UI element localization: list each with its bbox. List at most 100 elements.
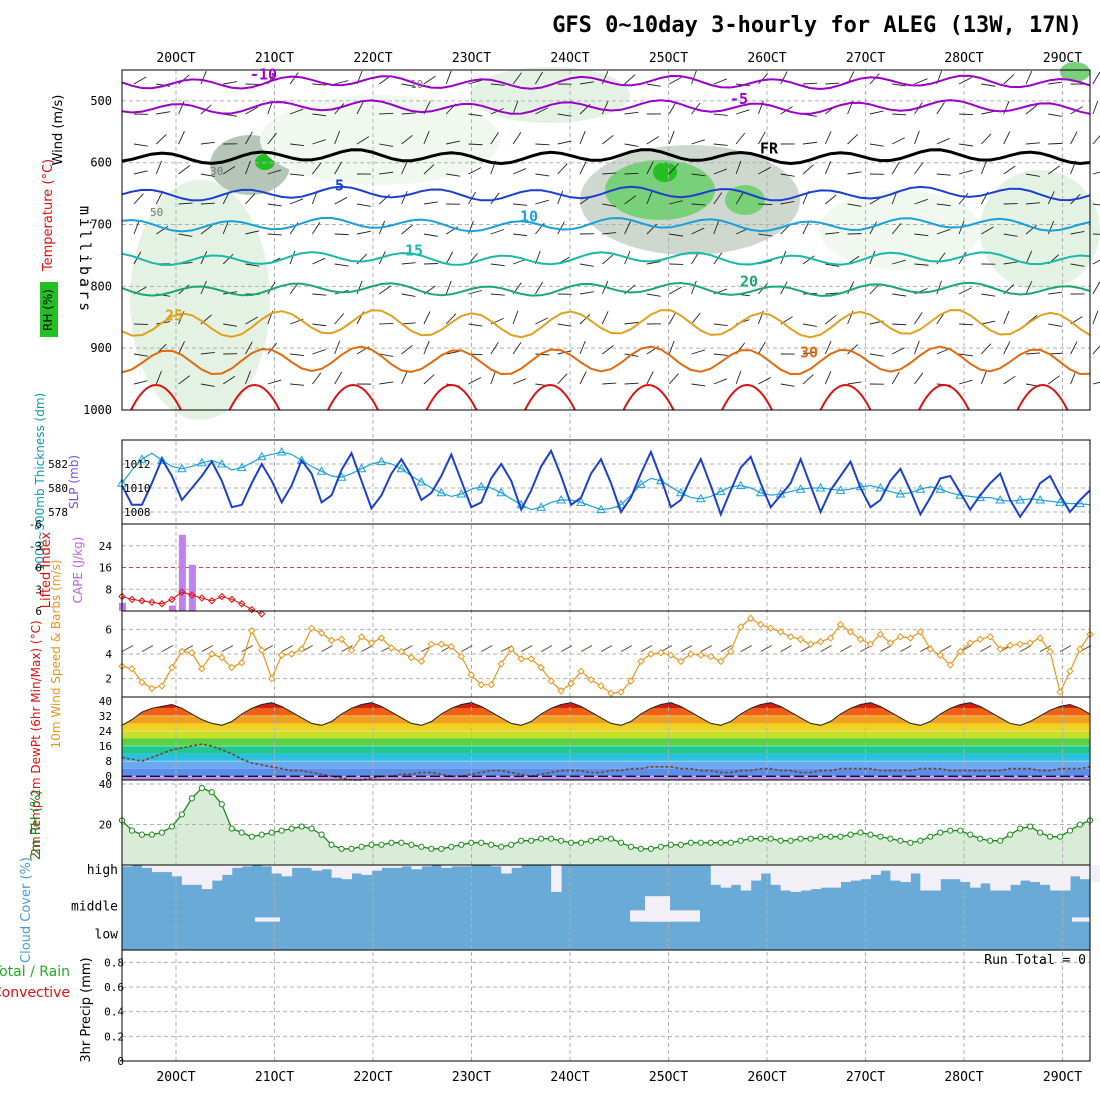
x-tick-label-bottom: 22OCT: [353, 1070, 392, 1085]
wind-barb: [513, 233, 528, 237]
wind-barb: [713, 168, 728, 175]
rh-point: [837, 833, 844, 840]
wind-barb: [802, 351, 817, 355]
wind-speed-point: [198, 665, 206, 673]
high-cloud-clear: [421, 865, 432, 867]
rh-point: [438, 845, 445, 852]
wind-barb: [892, 259, 906, 265]
wind-barb: [1025, 142, 1040, 145]
temp-tick-label: 0: [105, 770, 112, 783]
lifted-index-point: [258, 610, 266, 618]
wind-barb: [869, 73, 880, 85]
thickness-point: [576, 497, 586, 506]
lifted-index-point: [178, 588, 186, 596]
rh-point: [188, 795, 195, 802]
high-cloud-clear: [960, 865, 971, 882]
temp-tick-label: 16: [99, 740, 112, 753]
wind-barb: [691, 312, 701, 325]
wind-speed-point: [587, 676, 595, 684]
wind-barb: [713, 378, 727, 385]
wind-barb: [290, 173, 305, 176]
wind-speed-point: [238, 658, 246, 667]
rh-contour-label: 10: [410, 78, 423, 91]
lifted-index-point: [128, 595, 136, 604]
high-cloud-clear: [1000, 865, 1011, 891]
rh-point: [278, 827, 285, 834]
wind-speed-point: [677, 657, 685, 666]
wind-barb: [936, 280, 943, 295]
wind-speed-point: [527, 655, 535, 663]
high-cloud-clear: [740, 865, 752, 891]
wind-speed-point: [1016, 640, 1024, 648]
x-tick-label-bottom: 23OCT: [452, 1070, 491, 1085]
wind-barb: [401, 344, 413, 355]
high-cloud-clear: [151, 865, 163, 873]
rh-shading: [255, 154, 275, 170]
wind-barb: [423, 75, 436, 85]
slp-tick-label: 1012: [124, 458, 151, 471]
wind-barb: [1048, 375, 1060, 385]
temp-band: [122, 730, 1090, 739]
wind-speed-point: [537, 663, 545, 672]
wind-barb: [401, 191, 408, 205]
wind-speed-point: [208, 650, 216, 658]
wind-barb: [312, 372, 322, 385]
wind-speed-point: [387, 644, 396, 652]
wind-speed-point: [307, 624, 316, 632]
wind-barb: [334, 233, 349, 236]
cape-bar: [168, 605, 176, 611]
rh-point: [1046, 833, 1054, 840]
surface-wind-barb: [461, 645, 473, 652]
high-cloud-clear: [1050, 865, 1061, 891]
x-tick-label-bottom: 27OCT: [846, 1070, 885, 1085]
wind-axis-label: Wind (m/s): [51, 95, 66, 166]
wind-barb: [312, 162, 322, 175]
wind-barb: [156, 111, 171, 115]
rh-point: [647, 845, 655, 852]
wind-barb: [713, 220, 720, 235]
rh-tick-label: 20: [99, 819, 112, 832]
rh-point: [697, 839, 704, 846]
x-tick-label-top: 21OCT: [255, 51, 294, 66]
wind-barb: [1003, 233, 1018, 237]
marks-layer: [117, 70, 1100, 922]
wind-barb: [981, 133, 992, 145]
wind-barb: [847, 134, 859, 145]
wind-speed-point: [647, 650, 655, 658]
wind-barb: [490, 229, 505, 235]
wind-barb: [713, 353, 728, 356]
wind-speed-point: [727, 647, 735, 656]
rh-point: [1027, 823, 1034, 830]
precip-tick-label: 0.2: [104, 1030, 124, 1043]
wind-barb: [891, 222, 902, 235]
rh-point: [887, 835, 894, 842]
wind-barb: [334, 313, 345, 325]
wind-barb: [825, 232, 840, 235]
wind-barb: [490, 83, 505, 86]
wind-barb: [602, 135, 614, 145]
wind-barb: [646, 161, 654, 175]
wind-barb: [334, 103, 345, 115]
wind-barb: [1070, 341, 1078, 355]
thickness-point: [316, 466, 327, 475]
wind-speed-point: [746, 614, 755, 623]
wind-barb: [468, 323, 483, 327]
rh-point: [248, 833, 255, 840]
thickness-point: [177, 463, 187, 473]
rh-point: [288, 825, 295, 832]
wind-barb: [624, 143, 639, 147]
middle-cloud-clear: [255, 917, 280, 922]
high-cloud-clear: [171, 865, 183, 877]
wind-barb: [847, 281, 855, 295]
wind-barb: [334, 340, 341, 355]
wind-barb: [490, 370, 497, 385]
lifted-index-point: [248, 605, 256, 614]
high-cloud-clear: [870, 865, 881, 875]
wind-barb: [735, 370, 742, 385]
wind-barb: [178, 202, 193, 205]
wind-barb: [356, 280, 363, 295]
wind-barb: [200, 352, 215, 355]
wind-barb: [178, 74, 190, 85]
wind-speed-point: [627, 677, 635, 685]
wind-barb: [512, 378, 527, 385]
